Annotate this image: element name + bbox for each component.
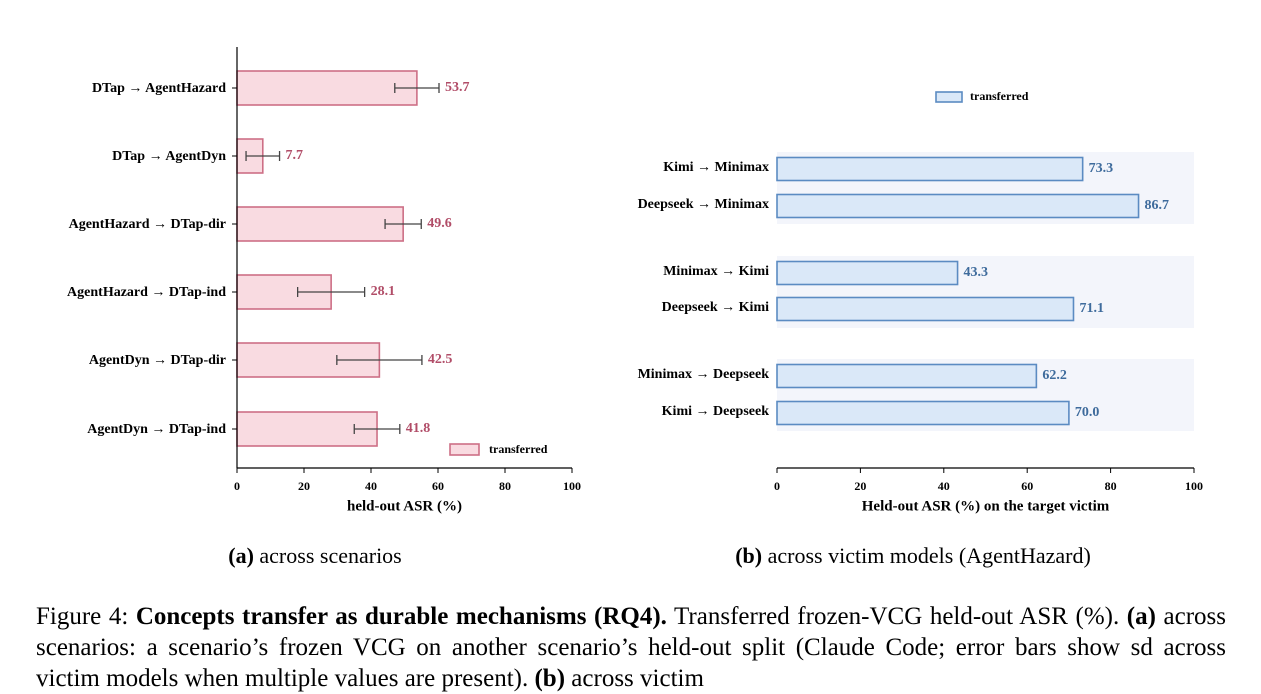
caption-a-tag: (a) <box>1126 603 1156 630</box>
bar-b <box>776 400 1070 426</box>
panel-caption-a: (a) across scenarios <box>228 543 402 568</box>
xtick-label-b: 100 <box>1185 479 1203 493</box>
value-label-a: 28.1 <box>371 284 396 299</box>
x-axis-title-b: Held-out ASR (%) on the target victim <box>862 498 1110 514</box>
panel-caption-a-tag: (a) <box>228 543 254 568</box>
figure: 53.7 DTap → AgentHazard 7.7 DTap → AgentDyn… <box>67 47 1203 568</box>
category-label-b: Deepseek → Minimax <box>638 197 769 212</box>
panel-caption-a-text: across scenarios <box>254 543 402 568</box>
xtick-label-b: 60 <box>1021 479 1033 493</box>
caption-prefix: Figure 4: <box>36 603 129 630</box>
value-label-a: 7.7 <box>286 148 304 163</box>
bar-b <box>776 193 1140 219</box>
xtick-label-a: 40 <box>365 479 377 493</box>
xtick-label-a: 20 <box>298 479 310 493</box>
caption-b-text: across victim <box>571 665 704 692</box>
value-label-a: 41.8 <box>406 421 431 436</box>
category-label-a: AgentHazard → DTap-ind <box>67 285 226 300</box>
bar-a <box>236 206 404 242</box>
value-label-b: 71.1 <box>1079 301 1104 316</box>
x-axis-title-a: held-out ASR (%) <box>347 498 462 514</box>
panel-caption-b-tag: (b) <box>735 543 762 568</box>
category-label-b: Minimax → Kimi <box>663 264 769 279</box>
category-label-b: Kimi → Deepseek <box>662 404 770 419</box>
panel-caption-b-text: across victim models (AgentHazard) <box>762 543 1091 568</box>
category-label-a: DTap → AgentHazard <box>92 81 226 96</box>
bar-b <box>776 296 1075 322</box>
value-label-a: 42.5 <box>428 352 453 367</box>
xtick-label-a: 0 <box>234 479 240 493</box>
bar-a <box>236 70 418 106</box>
category-label-b: Kimi → Minimax <box>663 160 769 175</box>
xtick-label-b: 20 <box>854 479 866 493</box>
legend-swatch-b <box>935 91 963 103</box>
legend-label-b: transferred <box>970 89 1029 103</box>
caption-b-tag: (b) <box>534 665 566 692</box>
caption-a-text: across scenarios: a scenario’s frozen VC… <box>36 603 1226 692</box>
caption-sentence: Transferred frozen-VCG held-out ASR (%). <box>674 603 1120 630</box>
bar-b <box>776 156 1084 182</box>
category-label-a: AgentDyn → DTap-dir <box>89 353 226 368</box>
xtick-label-a: 60 <box>432 479 444 493</box>
bar-b <box>776 260 959 286</box>
bar-b <box>776 363 1038 389</box>
category-label-a: AgentHazard → DTap-dir <box>69 217 226 232</box>
value-label-b: 43.3 <box>964 265 989 280</box>
xtick-label-b: 80 <box>1105 479 1117 493</box>
caption-title: Concepts transfer as durable mechanisms … <box>135 603 667 630</box>
xtick-label-b: 40 <box>938 479 950 493</box>
value-label-a: 49.6 <box>427 216 452 231</box>
panel-caption-b: (b) across victim models (AgentHazard) <box>735 543 1091 568</box>
xtick-label-a: 80 <box>499 479 511 493</box>
legend-label-a: transferred <box>489 442 548 456</box>
xtick-label-b: 0 <box>774 479 780 493</box>
value-label-b: 86.7 <box>1145 198 1170 213</box>
figure-caption: Figure 4: Concepts transfer as durable m… <box>36 601 1226 694</box>
value-label-b: 62.2 <box>1042 368 1067 383</box>
category-label-a: DTap → AgentDyn <box>112 149 226 164</box>
value-label-b: 73.3 <box>1089 161 1114 176</box>
category-label-b: Minimax → Deepseek <box>638 367 770 382</box>
category-label-b: Deepseek → Kimi <box>662 300 769 315</box>
value-label-a: 53.7 <box>445 80 470 95</box>
value-label-b: 70.0 <box>1075 405 1100 420</box>
xtick-label-a: 100 <box>563 479 581 493</box>
category-label-a: AgentDyn → DTap-ind <box>87 422 226 437</box>
legend-swatch-a <box>449 443 480 456</box>
